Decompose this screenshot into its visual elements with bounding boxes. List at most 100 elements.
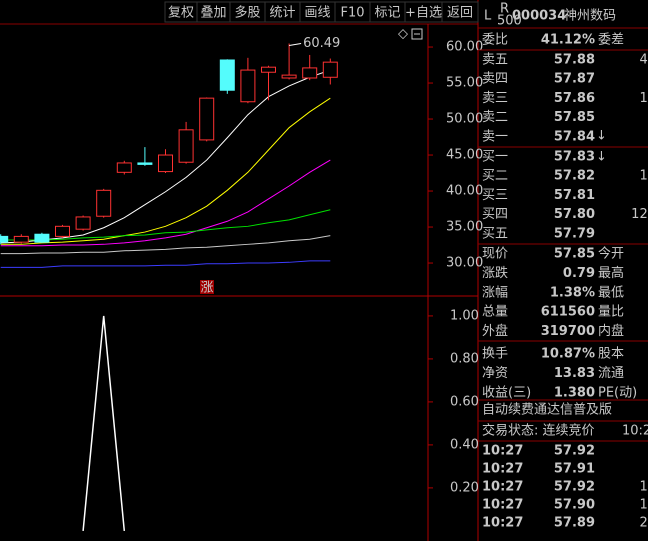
row-label: 股本 bbox=[598, 347, 624, 362]
toolbar-label[interactable]: 叠加 bbox=[200, 6, 226, 21]
indicator-line bbox=[82, 315, 126, 531]
arrow-icon: ↓ bbox=[596, 129, 607, 144]
candle-body bbox=[302, 67, 318, 79]
y-tick-label: 60.00 bbox=[446, 40, 483, 55]
y-tick-label: 30.00 bbox=[446, 256, 483, 271]
candle-body bbox=[13, 235, 29, 243]
toolbar-label[interactable]: 标记 bbox=[374, 6, 400, 21]
trade-price: 57.90 bbox=[554, 498, 595, 513]
row-value: 13.83 bbox=[554, 366, 595, 381]
ma-line bbox=[0, 159, 331, 247]
trade-price: 57.91 bbox=[554, 462, 595, 477]
trade-time: 10:27 bbox=[482, 498, 523, 513]
row-label: 收益(三) bbox=[482, 385, 531, 400]
candle-body bbox=[96, 189, 112, 217]
toolbar-label[interactable]: 复权 bbox=[168, 5, 194, 21]
trade-price: 57.89 bbox=[554, 516, 595, 531]
toolbar-label[interactable]: 多股 bbox=[234, 5, 260, 21]
y-tick-label: 50.00 bbox=[446, 112, 483, 127]
toolbar-label[interactable]: F10 bbox=[340, 6, 364, 21]
row-volume: 17 bbox=[639, 91, 648, 106]
trade-volume: 22 bbox=[639, 516, 648, 531]
row-value: 57.86 bbox=[554, 91, 595, 106]
candle-body bbox=[178, 129, 194, 163]
row-value: 57.83 bbox=[554, 150, 595, 165]
row-label: 卖二 bbox=[482, 110, 508, 125]
toolbar-button[interactable] bbox=[441, 1, 479, 23]
max-label: 60.49 bbox=[303, 36, 340, 51]
row-value: 611560 bbox=[541, 305, 595, 320]
arrow-icon: ↓ bbox=[596, 150, 607, 165]
row-label: 总量 bbox=[482, 305, 508, 320]
candle-body bbox=[240, 69, 256, 103]
ma-line bbox=[0, 209, 331, 241]
candle-body bbox=[199, 97, 215, 141]
row-label: PE(动) bbox=[598, 385, 637, 400]
toolbar-label[interactable]: 返回 bbox=[447, 6, 473, 21]
max-pointer bbox=[289, 43, 302, 46]
candle-body bbox=[219, 59, 235, 91]
row-label: 内盘 bbox=[598, 323, 624, 339]
row-label: 买四 bbox=[482, 207, 508, 222]
status: 交易状态: 连续竞价 bbox=[482, 423, 595, 439]
row-value: 57.85 bbox=[554, 247, 595, 262]
row-label: 涨幅 bbox=[482, 285, 508, 300]
row-value: 57.79 bbox=[554, 226, 595, 241]
trade-volume: 12 bbox=[639, 480, 648, 495]
row-volume: 13 bbox=[639, 169, 648, 184]
y-tick-label: 0.40 bbox=[450, 437, 479, 452]
row-label: 卖四 bbox=[482, 72, 508, 87]
market: L bbox=[484, 9, 492, 24]
row-label: 委差 bbox=[598, 33, 624, 48]
icon[interactable]: ◇ bbox=[398, 27, 408, 42]
row-value: 57.84 bbox=[554, 129, 595, 144]
candle-body bbox=[116, 162, 132, 173]
ma-line bbox=[0, 97, 331, 245]
trade-price: 57.92 bbox=[554, 480, 595, 495]
y-tick-label: 40.00 bbox=[446, 184, 483, 199]
y-tick-label: 45.00 bbox=[446, 148, 483, 163]
trade-volume: 13 bbox=[639, 498, 648, 513]
row-value: 0.79 bbox=[563, 266, 595, 281]
row-value: 57.85 bbox=[554, 110, 595, 125]
row-value: 1.380 bbox=[554, 385, 595, 400]
marker-box bbox=[200, 280, 214, 294]
row-label: 买一 bbox=[482, 150, 508, 165]
row-value: 57.88 bbox=[554, 53, 595, 68]
toolbar-label[interactable]: 画线 bbox=[304, 6, 330, 21]
candle-body bbox=[261, 66, 276, 73]
icon[interactable] bbox=[411, 28, 423, 40]
row-label: 今开 bbox=[598, 246, 624, 262]
trade-time: 10:27 bbox=[482, 516, 523, 531]
row-volume: 120 bbox=[631, 207, 648, 222]
row-label: 卖一 bbox=[482, 129, 508, 144]
row-label: 卖五 bbox=[482, 53, 508, 68]
row-value: 319700 bbox=[541, 324, 595, 339]
trade-price: 57.92 bbox=[554, 444, 595, 459]
stock-code: 000034 bbox=[512, 9, 566, 24]
row-label: 委比 bbox=[482, 33, 508, 48]
row-value: 57.80 bbox=[554, 207, 595, 222]
candle-body bbox=[75, 216, 91, 230]
candle-body bbox=[281, 74, 297, 79]
row-value: 41.12% bbox=[541, 33, 595, 48]
row-label: 量比 bbox=[598, 305, 624, 320]
row-value: 57.87 bbox=[554, 72, 595, 87]
promo[interactable]: 自动续费通达信普及版 bbox=[482, 403, 612, 418]
y-tick-label: 1.00 bbox=[450, 308, 479, 323]
candle-body bbox=[137, 162, 153, 165]
row-label: 净资 bbox=[482, 366, 508, 381]
candle-body bbox=[322, 61, 338, 78]
row-label: 买五 bbox=[482, 226, 508, 241]
trade-time: 10:27 bbox=[482, 444, 523, 459]
row-label: 涨跌 bbox=[482, 265, 508, 281]
row-volume: 42 bbox=[639, 53, 648, 68]
status-time: 10:2 bbox=[622, 424, 648, 439]
toolbar-label[interactable]: 统计 bbox=[269, 6, 295, 21]
row-label: 现价 bbox=[482, 247, 508, 262]
row-label: 买二 bbox=[482, 169, 508, 184]
y-tick-label: 55.00 bbox=[446, 76, 483, 91]
toolbar-label[interactable]: +自选 bbox=[405, 6, 442, 21]
